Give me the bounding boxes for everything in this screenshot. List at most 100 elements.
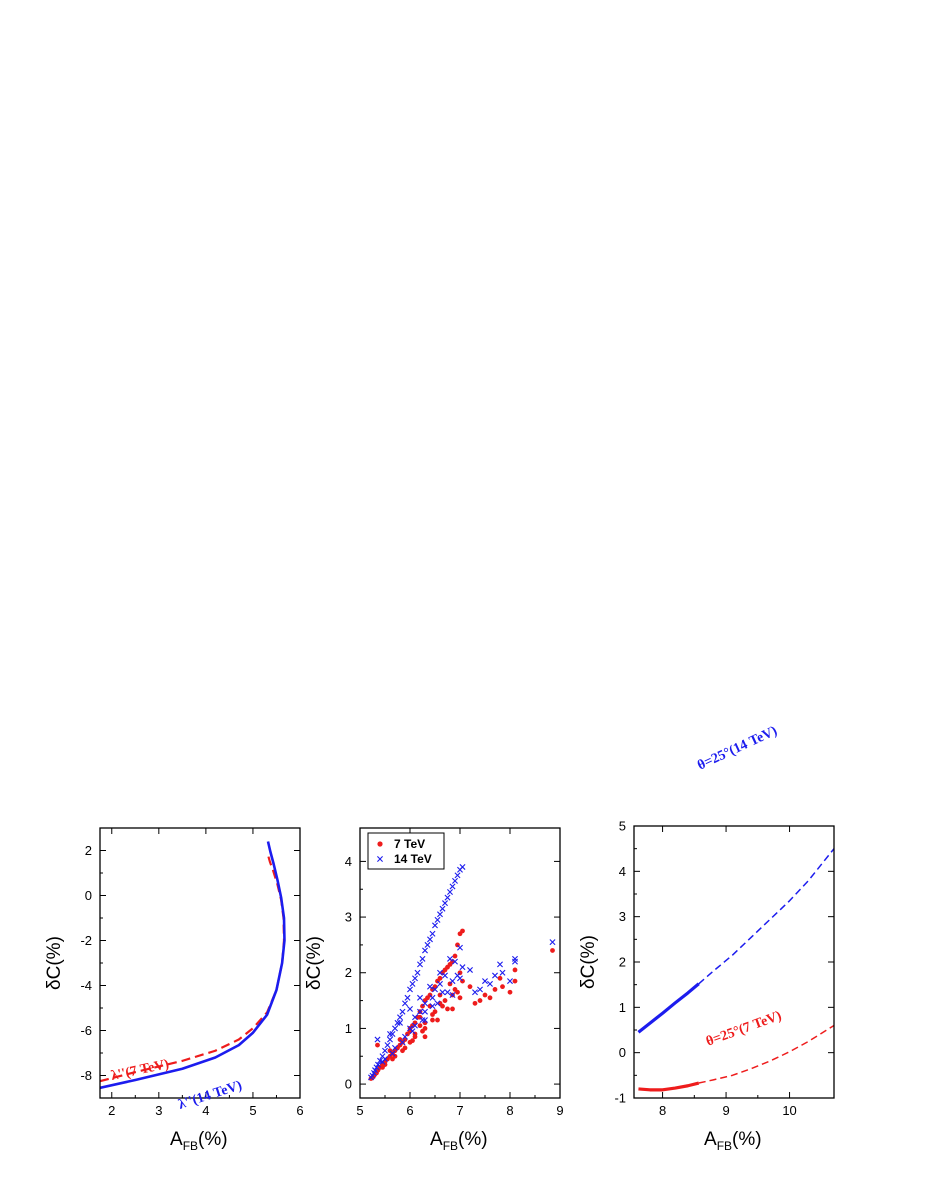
data-point-cross [412,975,418,982]
x-tick-label: 8 [506,1103,513,1118]
data-point-cross [439,989,446,996]
data-point-cross [427,936,433,943]
data-point-dot [445,1006,450,1012]
data-point-cross [422,947,428,954]
data-point-cross [459,964,466,971]
data-point-dot [477,998,483,1003]
x-tick-label: 9 [722,1103,729,1118]
data-point-cross [394,1019,401,1026]
series-3-2-line [698,848,834,985]
x-tick-label: 3 [155,1103,162,1118]
x-tick-label: 6 [406,1103,413,1118]
data-point-cross [422,1000,428,1007]
y-tick-label: 2 [85,843,92,858]
data-point-dot [417,1023,423,1029]
data-point-dot [450,1006,455,1012]
legend-label: 14 TeV [394,852,432,866]
data-point-cross [372,1067,378,1074]
data-point-dot [375,1042,380,1048]
legend-marker-dot [377,841,383,847]
data-point-cross [417,1008,423,1015]
plot-area [368,863,556,1081]
x-axis-label: AFB(%) [430,1129,488,1153]
data-point-cross [459,863,466,870]
y-tick-label: 0 [85,888,92,903]
data-point-cross [379,1058,386,1065]
series-2-2 [368,863,556,1081]
data-point-cross [437,911,443,918]
data-point-dot [550,948,555,953]
y-tick-label: -1 [614,1091,626,1106]
legend-marker-cross [377,856,383,862]
data-point-cross [389,1030,396,1037]
data-point-cross [424,941,431,948]
data-point-dot [437,975,443,981]
data-point-cross [512,958,518,965]
x-tick-label: 2 [108,1103,115,1118]
y-axis-label: δC(%) [44,936,65,990]
data-point-cross [429,930,436,937]
data-point-cross [397,1014,403,1021]
x-tick-label: 5 [249,1103,256,1118]
data-point-cross [432,986,438,993]
data-point-cross [429,994,436,1001]
data-point-dot [467,984,473,990]
y-tick-label: 0 [619,1045,626,1060]
y-tick-label: 3 [619,909,626,924]
data-point-dot [390,1056,395,1062]
data-point-cross [387,1036,393,1043]
data-point-cross [507,978,513,985]
data-point-cross [417,994,423,1001]
data-point-dot [507,989,513,995]
y-tick-label: 4 [345,854,352,869]
data-point-cross [454,872,461,879]
legend-box [367,832,445,870]
data-point-dot [442,998,448,1003]
data-point-cross [449,978,456,985]
data-point-dot [430,1017,435,1023]
data-point-cross [497,961,503,968]
data-point-cross [452,958,458,965]
data-point-cross [397,1019,403,1026]
curve-annotation: θ=25°(14 TeV) [695,724,780,774]
chart-panel-3: 8 9 10 -1 0 1 2 3 4 5 AFB(%) δC(%) θ=25°(14 TeV) θ=25… [578,724,835,1153]
data-point-dot [380,1064,385,1070]
data-point-cross [472,989,478,996]
data-point-dot [497,975,503,981]
data-point-cross [414,969,421,976]
x-axis-label: AFB(%) [170,1129,228,1153]
x-axis-label: AFB(%) [704,1129,762,1153]
data-point-dot [457,995,463,1001]
series-1-2-line [100,841,286,1090]
data-point-cross [409,1028,416,1035]
data-point-dot [472,1000,478,1006]
data-point-cross [434,1000,441,1007]
data-point-cross [439,905,446,912]
data-point-cross [512,955,518,962]
data-point-dot [455,989,460,995]
data-point-dot [430,1012,435,1017]
data-point-dot [420,1028,425,1034]
y-tick-label: 2 [345,965,352,980]
data-point-dot [440,1003,445,1009]
data-point-cross [422,1017,428,1024]
data-point-cross [492,972,498,979]
y-axis-label: δC(%) [304,936,325,990]
data-point-dot [460,928,465,934]
data-point-cross [449,992,456,998]
data-point-cross [392,1044,398,1051]
data-point-cross [457,944,463,951]
data-point-cross [454,972,461,979]
data-point-cross [399,1039,406,1046]
data-point-cross [419,1017,426,1024]
y-tick-label: -2 [80,933,92,948]
x-tick-label: 10 [782,1103,796,1118]
data-point-cross [444,894,451,901]
data-point-cross [437,980,443,987]
data-point-cross [402,1033,408,1040]
data-point-cross [412,1014,418,1021]
